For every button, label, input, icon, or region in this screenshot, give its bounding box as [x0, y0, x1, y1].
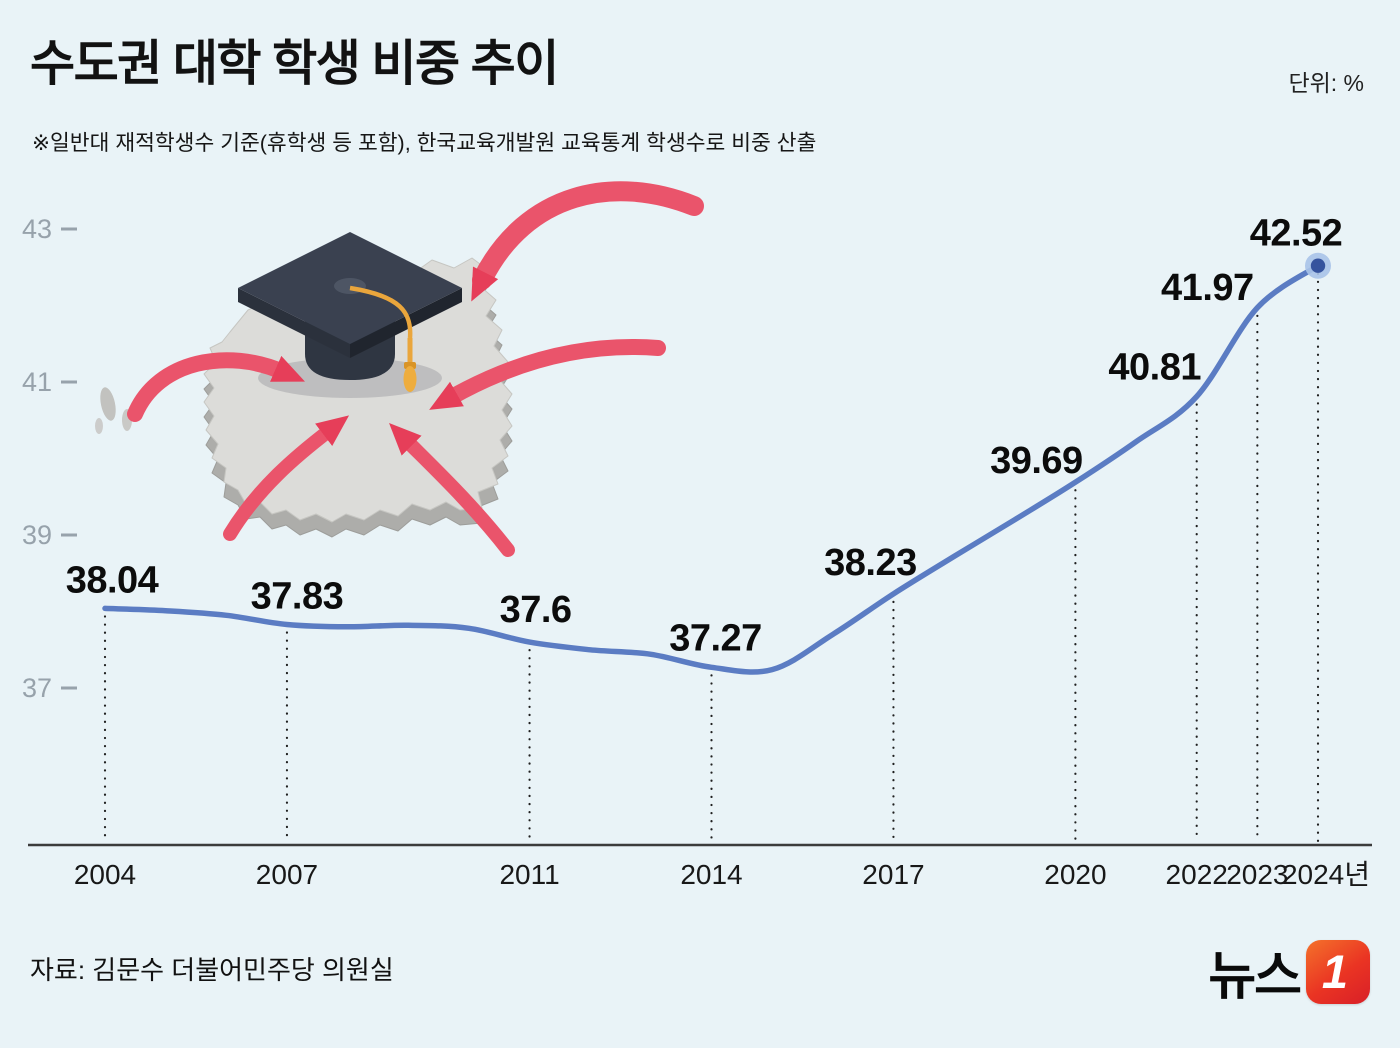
data-label: 38.04 [66, 559, 159, 601]
methodology-note: ※일반대 재적학생수 기준(휴학생 등 포함), 한국교육개발원 교육통계 학생… [32, 131, 817, 155]
trend-line [102, 262, 1321, 675]
data-label: 37.27 [669, 617, 762, 659]
source-credit: 자료: 김문수 더불어민주당 의원실 [30, 955, 394, 985]
data-label: 39.69 [990, 440, 1083, 482]
unit-label: 단위: % [1288, 70, 1364, 96]
x-tick-label: 2014 [680, 859, 742, 890]
x-tick-label: 2023 [1226, 859, 1288, 890]
guide-lines [103, 272, 1320, 843]
x-tick-label: 2011 [499, 859, 559, 890]
y-tick-label: 37 [22, 673, 52, 703]
data-label: 37.83 [251, 576, 344, 618]
x-tick-label: 2004 [74, 859, 136, 890]
endpoint-dot [1310, 258, 1326, 273]
data-labels: 38.04 37.83 37.6 37.27 38.23 39.69 40.81 41.97 4… [66, 213, 1343, 660]
x-tick-label: 2007 [256, 859, 318, 890]
y-tick-label: 41 [22, 367, 52, 397]
news1-logo: 뉴스 1 [1208, 934, 1370, 1009]
x-tick-label: 2020 [1044, 859, 1106, 890]
y-axis: 43 41 39 37 [22, 214, 77, 703]
data-label: 38.23 [824, 542, 917, 584]
page-title: 수도권 대학 학생 비중 추이 [30, 37, 559, 91]
x-tick-label: 2017 [862, 859, 924, 890]
data-label: 41.97 [1161, 267, 1254, 309]
y-tick-label: 39 [22, 520, 52, 550]
x-tick-label: 2024년 [1282, 859, 1370, 890]
data-label: 37.6 [500, 589, 572, 631]
news1-logo-number: 1 [1321, 945, 1349, 998]
x-tick-label: 2022 [1166, 859, 1228, 890]
news1-logo-badge: 1 [1306, 939, 1370, 1004]
news1-logo-text: 뉴스 [1208, 948, 1302, 1006]
y-tick-label: 43 [22, 214, 52, 244]
data-label: 40.81 [1108, 347, 1201, 389]
data-label: 42.52 [1250, 213, 1343, 255]
